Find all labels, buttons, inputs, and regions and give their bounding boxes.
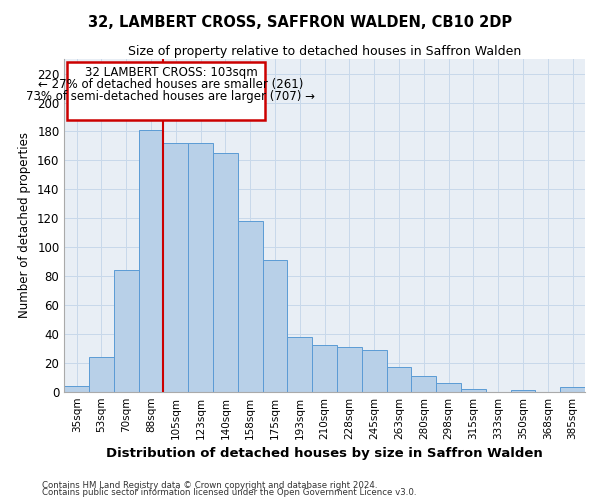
Bar (139, 130, 163, 392)
Bar (163, 143, 188, 392)
X-axis label: Distribution of detached houses by size in Saffron Walden: Distribution of detached houses by size … (106, 447, 543, 460)
Y-axis label: Number of detached properties: Number of detached properties (19, 132, 31, 318)
Text: 32, LAMBERT CROSS, SAFFRON WALDEN, CB10 2DP: 32, LAMBERT CROSS, SAFFRON WALDEN, CB10 … (88, 15, 512, 30)
Bar (436, 383, 461, 392)
Bar (386, 367, 412, 392)
Bar (188, 143, 213, 392)
FancyBboxPatch shape (67, 62, 265, 120)
Bar (511, 390, 535, 392)
Text: 73% of semi-detached houses are larger (707) →: 73% of semi-detached houses are larger (… (26, 90, 316, 102)
Bar (362, 350, 386, 392)
Text: ← 27% of detached houses are smaller (261): ← 27% of detached houses are smaller (26… (38, 78, 304, 91)
Text: 32 LAMBERT CROSS: 103sqm: 32 LAMBERT CROSS: 103sqm (85, 66, 257, 80)
Bar (461, 389, 486, 392)
Bar (312, 346, 337, 392)
Text: Contains public sector information licensed under the Open Government Licence v3: Contains public sector information licen… (42, 488, 416, 497)
Bar (263, 260, 287, 392)
Bar (287, 336, 312, 392)
Bar (64, 386, 89, 392)
Bar (89, 357, 114, 392)
Bar (238, 221, 263, 392)
Bar (560, 388, 585, 392)
Title: Size of property relative to detached houses in Saffron Walden: Size of property relative to detached ho… (128, 45, 521, 58)
Bar (114, 270, 139, 392)
Bar (337, 347, 362, 392)
Bar (213, 153, 238, 392)
Text: Contains HM Land Registry data © Crown copyright and database right 2024.: Contains HM Land Registry data © Crown c… (42, 480, 377, 490)
Bar (412, 376, 436, 392)
